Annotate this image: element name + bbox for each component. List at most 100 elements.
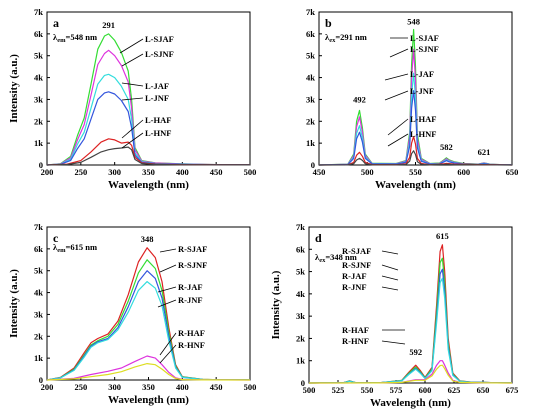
label-arrow [121,132,144,149]
panel-b: 450 500 550 600 650 0 1k 2k 3k 4k 5k 6k 7k Wavelength… [306,7,518,191]
series-label: R-HNF [342,336,369,346]
x-tick-label: 350 [142,167,155,177]
label-arrow [119,38,144,54]
x-tick-label: 250 [74,382,87,392]
series-line-l-haf [46,138,251,166]
series-label: L-JAF [410,69,434,79]
note-symbol: λ [315,252,320,262]
series-line-r-sjaf [46,247,251,381]
y-tick-label: 7k [296,222,305,232]
x-tick-label: 200 [41,382,54,392]
x-tick-label: 600 [419,385,432,395]
y-tick-label: 0 [311,160,315,170]
panel-letter: d [315,231,322,245]
y-tick-label: 7k [306,7,315,17]
x-tick-label: 300 [108,167,121,177]
note-symbol: λ [53,32,58,42]
series-label: L-JNF [145,93,169,103]
note-text: =348 nm [325,252,357,262]
panel-letter: a [53,16,59,30]
y-tick-label: 1k [306,138,315,148]
note-symbol: λ [53,242,58,252]
note-text: =615 nm [66,242,98,252]
y-tick-label: 6k [34,244,43,254]
series-line-r-haf [46,355,251,381]
series-line-r-sjaf [308,244,513,384]
peak-label: 621 [478,147,491,157]
series-label: L-JAF [145,81,169,91]
series-label: R-HAF [178,328,205,338]
x-tick-label: 250 [74,167,87,177]
label-arrow [387,133,409,147]
wavelength-note: λem=548 nm [53,32,97,44]
x-tick-label: 675 [506,385,519,395]
y-tick-label: 7k [34,7,43,17]
x-tick-label: 650 [477,385,490,395]
note-text: =548 nm [66,32,98,42]
x-tick-label: 650 [506,167,519,177]
y-tick-label: 5k [306,51,315,61]
y-tick-label: 6k [296,244,305,254]
y-tick-label: 4k [306,73,315,83]
y-tick-label: 4k [34,288,43,298]
series-label: L-HNF [410,129,436,139]
series-line-l-hnf [46,146,251,166]
y-tick-label: 4k [34,73,43,83]
peak-label: 548 [407,16,420,26]
x-tick-label: 525 [332,385,345,395]
panel-letter: c [53,231,59,245]
series-line-r-hnf [308,364,513,384]
label-arrow [157,299,177,308]
y-tick-label: 5k [34,266,43,276]
series-label: R-SJNF [342,260,371,270]
note-subscript: ex [319,257,326,264]
x-tick-label: 350 [142,382,155,392]
label-arrow [381,286,399,291]
y-tick-label: 1k [34,353,43,363]
y-tick-label: 7k [34,222,43,232]
series-label: R-HNF [178,340,205,350]
panel-letter: b [325,16,332,30]
y-tick-label: 3k [34,309,43,319]
y-tick-label: 0 [301,378,305,388]
x-tick-label: 575 [390,385,403,395]
label-arrow [387,118,409,136]
label-arrow [384,73,409,81]
series-line-r-hnf [46,363,251,381]
x-tick-label: 400 [176,382,189,392]
plot-frame [308,226,513,384]
x-tick-label: 500 [361,167,374,177]
label-arrow [159,332,177,356]
y-tick-label: 0 [39,375,43,385]
series-label: L-SJAF [145,34,174,44]
label-arrow [159,248,177,253]
series-label: L-SJNF [145,49,174,59]
x-axis-label: Wavelength (nm) [370,397,451,409]
peak-label: 492 [353,94,366,104]
label-arrow [384,90,409,101]
series-line-r-jaf [308,268,513,384]
y-axis-label: Intensity (a.u.) [270,270,282,339]
series-label: L-HNF [145,128,171,138]
wavelength-note: λex=291 nm [325,32,367,44]
x-tick-label: 400 [176,167,189,177]
label-arrow [381,275,399,281]
label-arrow [157,286,177,293]
y-tick-label: 5k [296,267,305,277]
y-tick-label: 2k [34,331,43,341]
x-tick-label: 200 [41,167,54,177]
x-axis-label: Wavelength (nm) [108,394,189,406]
x-tick-label: 450 [210,167,223,177]
label-arrow [381,264,399,271]
series-line-l-haf [318,136,513,166]
series-label: R-SJAF [342,246,371,256]
x-tick-label: 550 [409,167,422,177]
y-tick-label: 2k [296,333,305,343]
y-tick-label: 4k [296,289,305,299]
x-tick-label: 550 [361,385,374,395]
peak-label: 592 [409,347,422,357]
note-symbol: λ [325,32,330,42]
label-arrow [159,344,177,364]
series-label: L-HAF [410,114,436,124]
